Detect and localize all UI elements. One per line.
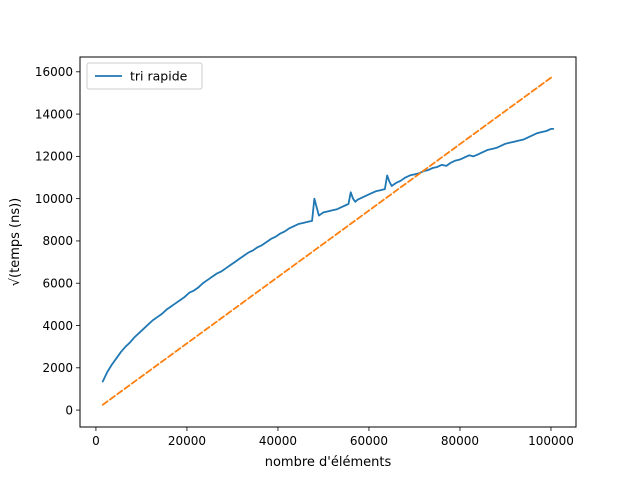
legend: tri rapide [86,62,203,90]
reference-line [101,75,555,406]
y-tick-label: 8000 [42,234,73,248]
y-tick-label: 14000 [35,107,73,121]
y-tick-label: 10000 [35,192,73,206]
y-tick-label: 0 [65,403,73,417]
y-tick-label: 12000 [35,150,73,164]
x-axis-label: nombre d'éléments [265,455,392,470]
x-tick-label: 0 [92,434,100,448]
x-tick-label: 60000 [350,434,388,448]
axes-frame [79,56,577,428]
y-tick-label: 6000 [42,277,73,291]
y-axis-label: √(temps (ns)) [8,198,23,287]
x-tick-label: 40000 [259,434,297,448]
legend-box [86,62,203,90]
x-tick-label: 80000 [441,434,479,448]
y-tick-label: 2000 [42,361,73,375]
y-tick-label: 16000 [35,65,73,79]
legend-label-tri-rapide: tri rapide [130,69,188,84]
x-tick-label: 20000 [168,434,206,448]
x-tick-label: 100000 [528,434,574,448]
series-line-tri-rapide [101,127,555,383]
y-tick-label: 4000 [42,319,73,333]
